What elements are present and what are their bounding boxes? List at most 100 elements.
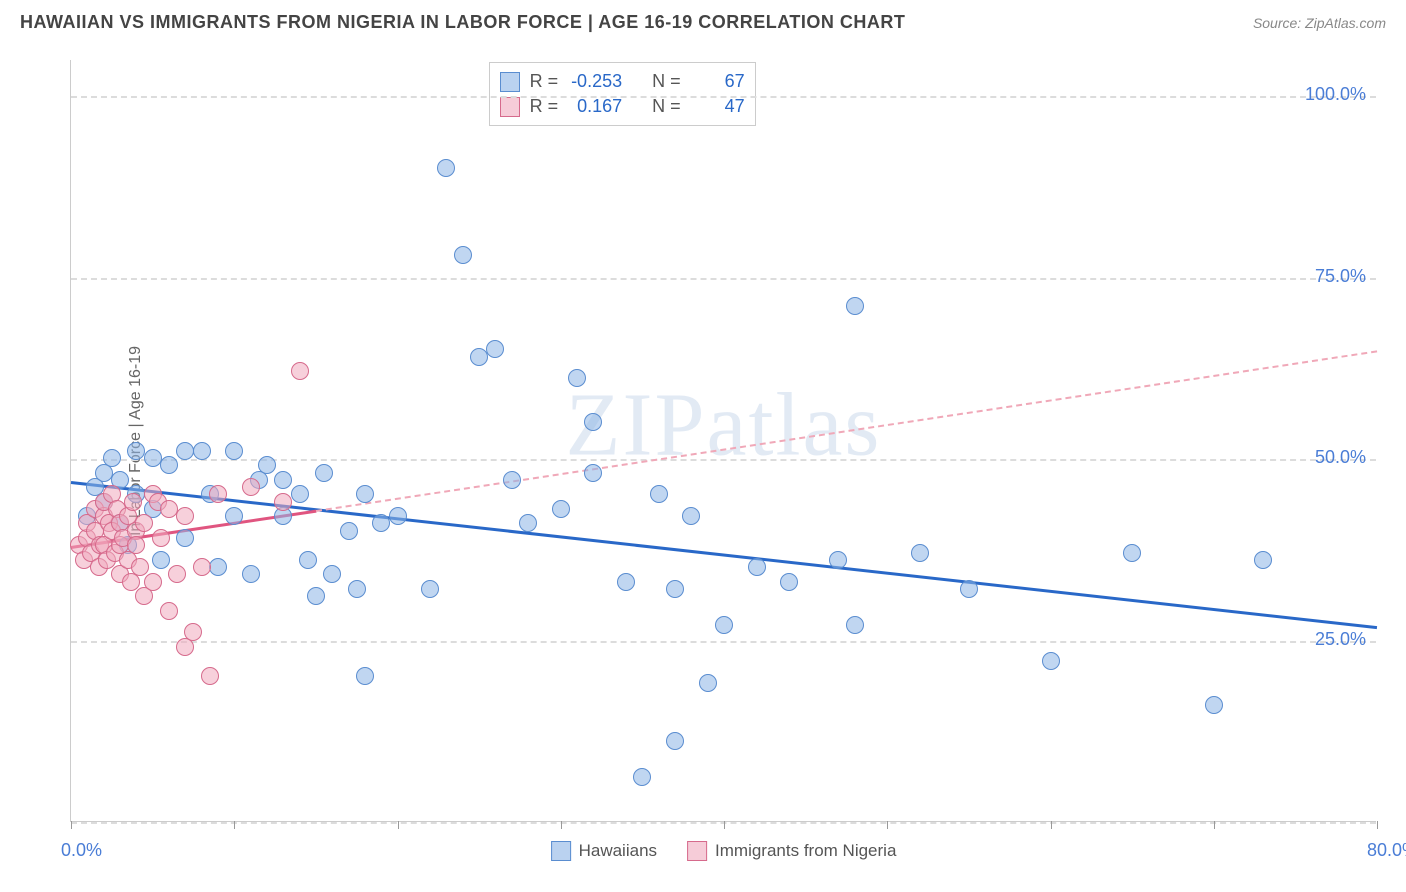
swatch-icon bbox=[551, 841, 571, 861]
chart-wrap: In Labor Force | Age 16-19 ZIPatlas R =-… bbox=[20, 50, 1386, 872]
data-point bbox=[454, 246, 472, 264]
data-point bbox=[242, 478, 260, 496]
watermark: ZIPatlas bbox=[566, 374, 882, 477]
data-point bbox=[780, 573, 798, 591]
data-point bbox=[960, 580, 978, 598]
data-point bbox=[348, 580, 366, 598]
stat-r-value: 0.167 bbox=[568, 96, 622, 117]
header: HAWAIIAN VS IMMIGRANTS FROM NIGERIA IN L… bbox=[0, 0, 1406, 41]
stat-n-label: N = bbox=[652, 96, 681, 117]
data-point bbox=[470, 348, 488, 366]
x-tick bbox=[1051, 821, 1052, 829]
data-point bbox=[274, 471, 292, 489]
data-point bbox=[1042, 652, 1060, 670]
data-point bbox=[715, 616, 733, 634]
data-point bbox=[258, 456, 276, 474]
stat-r-label: R = bbox=[530, 71, 559, 92]
stat-n-value: 67 bbox=[691, 71, 745, 92]
data-point bbox=[829, 551, 847, 569]
data-point bbox=[127, 536, 145, 554]
swatch-icon bbox=[687, 841, 707, 861]
x-tick bbox=[71, 821, 72, 829]
data-point bbox=[176, 507, 194, 525]
x-tick-label: 0.0% bbox=[61, 840, 102, 861]
legend-item: Immigrants from Nigeria bbox=[687, 841, 896, 861]
x-tick bbox=[1214, 821, 1215, 829]
y-tick-label: 75.0% bbox=[1315, 266, 1366, 287]
source-label: Source: ZipAtlas.com bbox=[1253, 15, 1386, 31]
legend-label: Hawaiians bbox=[579, 841, 657, 861]
data-point bbox=[193, 442, 211, 460]
data-point bbox=[131, 558, 149, 576]
data-point bbox=[666, 580, 684, 598]
x-tick bbox=[887, 821, 888, 829]
swatch-icon bbox=[500, 97, 520, 117]
data-point bbox=[124, 493, 142, 511]
data-point bbox=[340, 522, 358, 540]
x-tick bbox=[561, 821, 562, 829]
data-point bbox=[846, 616, 864, 634]
legend-item: Hawaiians bbox=[551, 841, 657, 861]
data-point bbox=[748, 558, 766, 576]
data-point bbox=[699, 674, 717, 692]
data-point bbox=[617, 573, 635, 591]
data-point bbox=[160, 602, 178, 620]
data-point bbox=[193, 558, 211, 576]
data-point bbox=[209, 558, 227, 576]
x-tick bbox=[724, 821, 725, 829]
data-point bbox=[486, 340, 504, 358]
data-point bbox=[168, 565, 186, 583]
data-point bbox=[323, 565, 341, 583]
gridline bbox=[71, 96, 1376, 98]
data-point bbox=[201, 667, 219, 685]
data-point bbox=[552, 500, 570, 518]
data-point bbox=[1205, 696, 1223, 714]
swatch-icon bbox=[500, 72, 520, 92]
y-tick-label: 50.0% bbox=[1315, 447, 1366, 468]
data-point bbox=[519, 514, 537, 532]
data-point bbox=[135, 514, 153, 532]
stat-n-label: N = bbox=[652, 71, 681, 92]
data-point bbox=[503, 471, 521, 489]
y-tick-label: 25.0% bbox=[1315, 629, 1366, 650]
data-point bbox=[225, 442, 243, 460]
x-tick bbox=[398, 821, 399, 829]
chart-container: HAWAIIAN VS IMMIGRANTS FROM NIGERIA IN L… bbox=[0, 0, 1406, 892]
data-point bbox=[144, 573, 162, 591]
data-point bbox=[389, 507, 407, 525]
data-point bbox=[274, 493, 292, 511]
data-point bbox=[666, 732, 684, 750]
page-title: HAWAIIAN VS IMMIGRANTS FROM NIGERIA IN L… bbox=[20, 12, 905, 33]
data-point bbox=[846, 297, 864, 315]
data-point bbox=[584, 413, 602, 431]
trend-line bbox=[316, 350, 1377, 512]
x-tick bbox=[1377, 821, 1378, 829]
data-point bbox=[160, 500, 178, 518]
stat-n-value: 47 bbox=[691, 96, 745, 117]
plot-area: In Labor Force | Age 16-19 ZIPatlas R =-… bbox=[70, 60, 1376, 822]
data-point bbox=[307, 587, 325, 605]
x-tick-label: 80.0% bbox=[1367, 840, 1406, 861]
trend-line bbox=[71, 481, 1377, 629]
data-point bbox=[176, 442, 194, 460]
data-point bbox=[184, 623, 202, 641]
data-point bbox=[242, 565, 260, 583]
data-point bbox=[225, 507, 243, 525]
data-point bbox=[299, 551, 317, 569]
y-tick-label: 100.0% bbox=[1305, 84, 1366, 105]
stats-row: R = -0.253 N = 67 bbox=[500, 69, 745, 94]
data-point bbox=[176, 529, 194, 547]
data-point bbox=[356, 485, 374, 503]
legend: Hawaiians Immigrants from Nigeria bbox=[551, 841, 897, 861]
data-point bbox=[437, 159, 455, 177]
data-point bbox=[421, 580, 439, 598]
data-point bbox=[127, 442, 145, 460]
gridline bbox=[71, 278, 1376, 280]
data-point bbox=[356, 667, 374, 685]
data-point bbox=[152, 551, 170, 569]
data-point bbox=[152, 529, 170, 547]
data-point bbox=[291, 362, 309, 380]
legend-label: Immigrants from Nigeria bbox=[715, 841, 896, 861]
stat-r-value: -0.253 bbox=[568, 71, 622, 92]
data-point bbox=[584, 464, 602, 482]
